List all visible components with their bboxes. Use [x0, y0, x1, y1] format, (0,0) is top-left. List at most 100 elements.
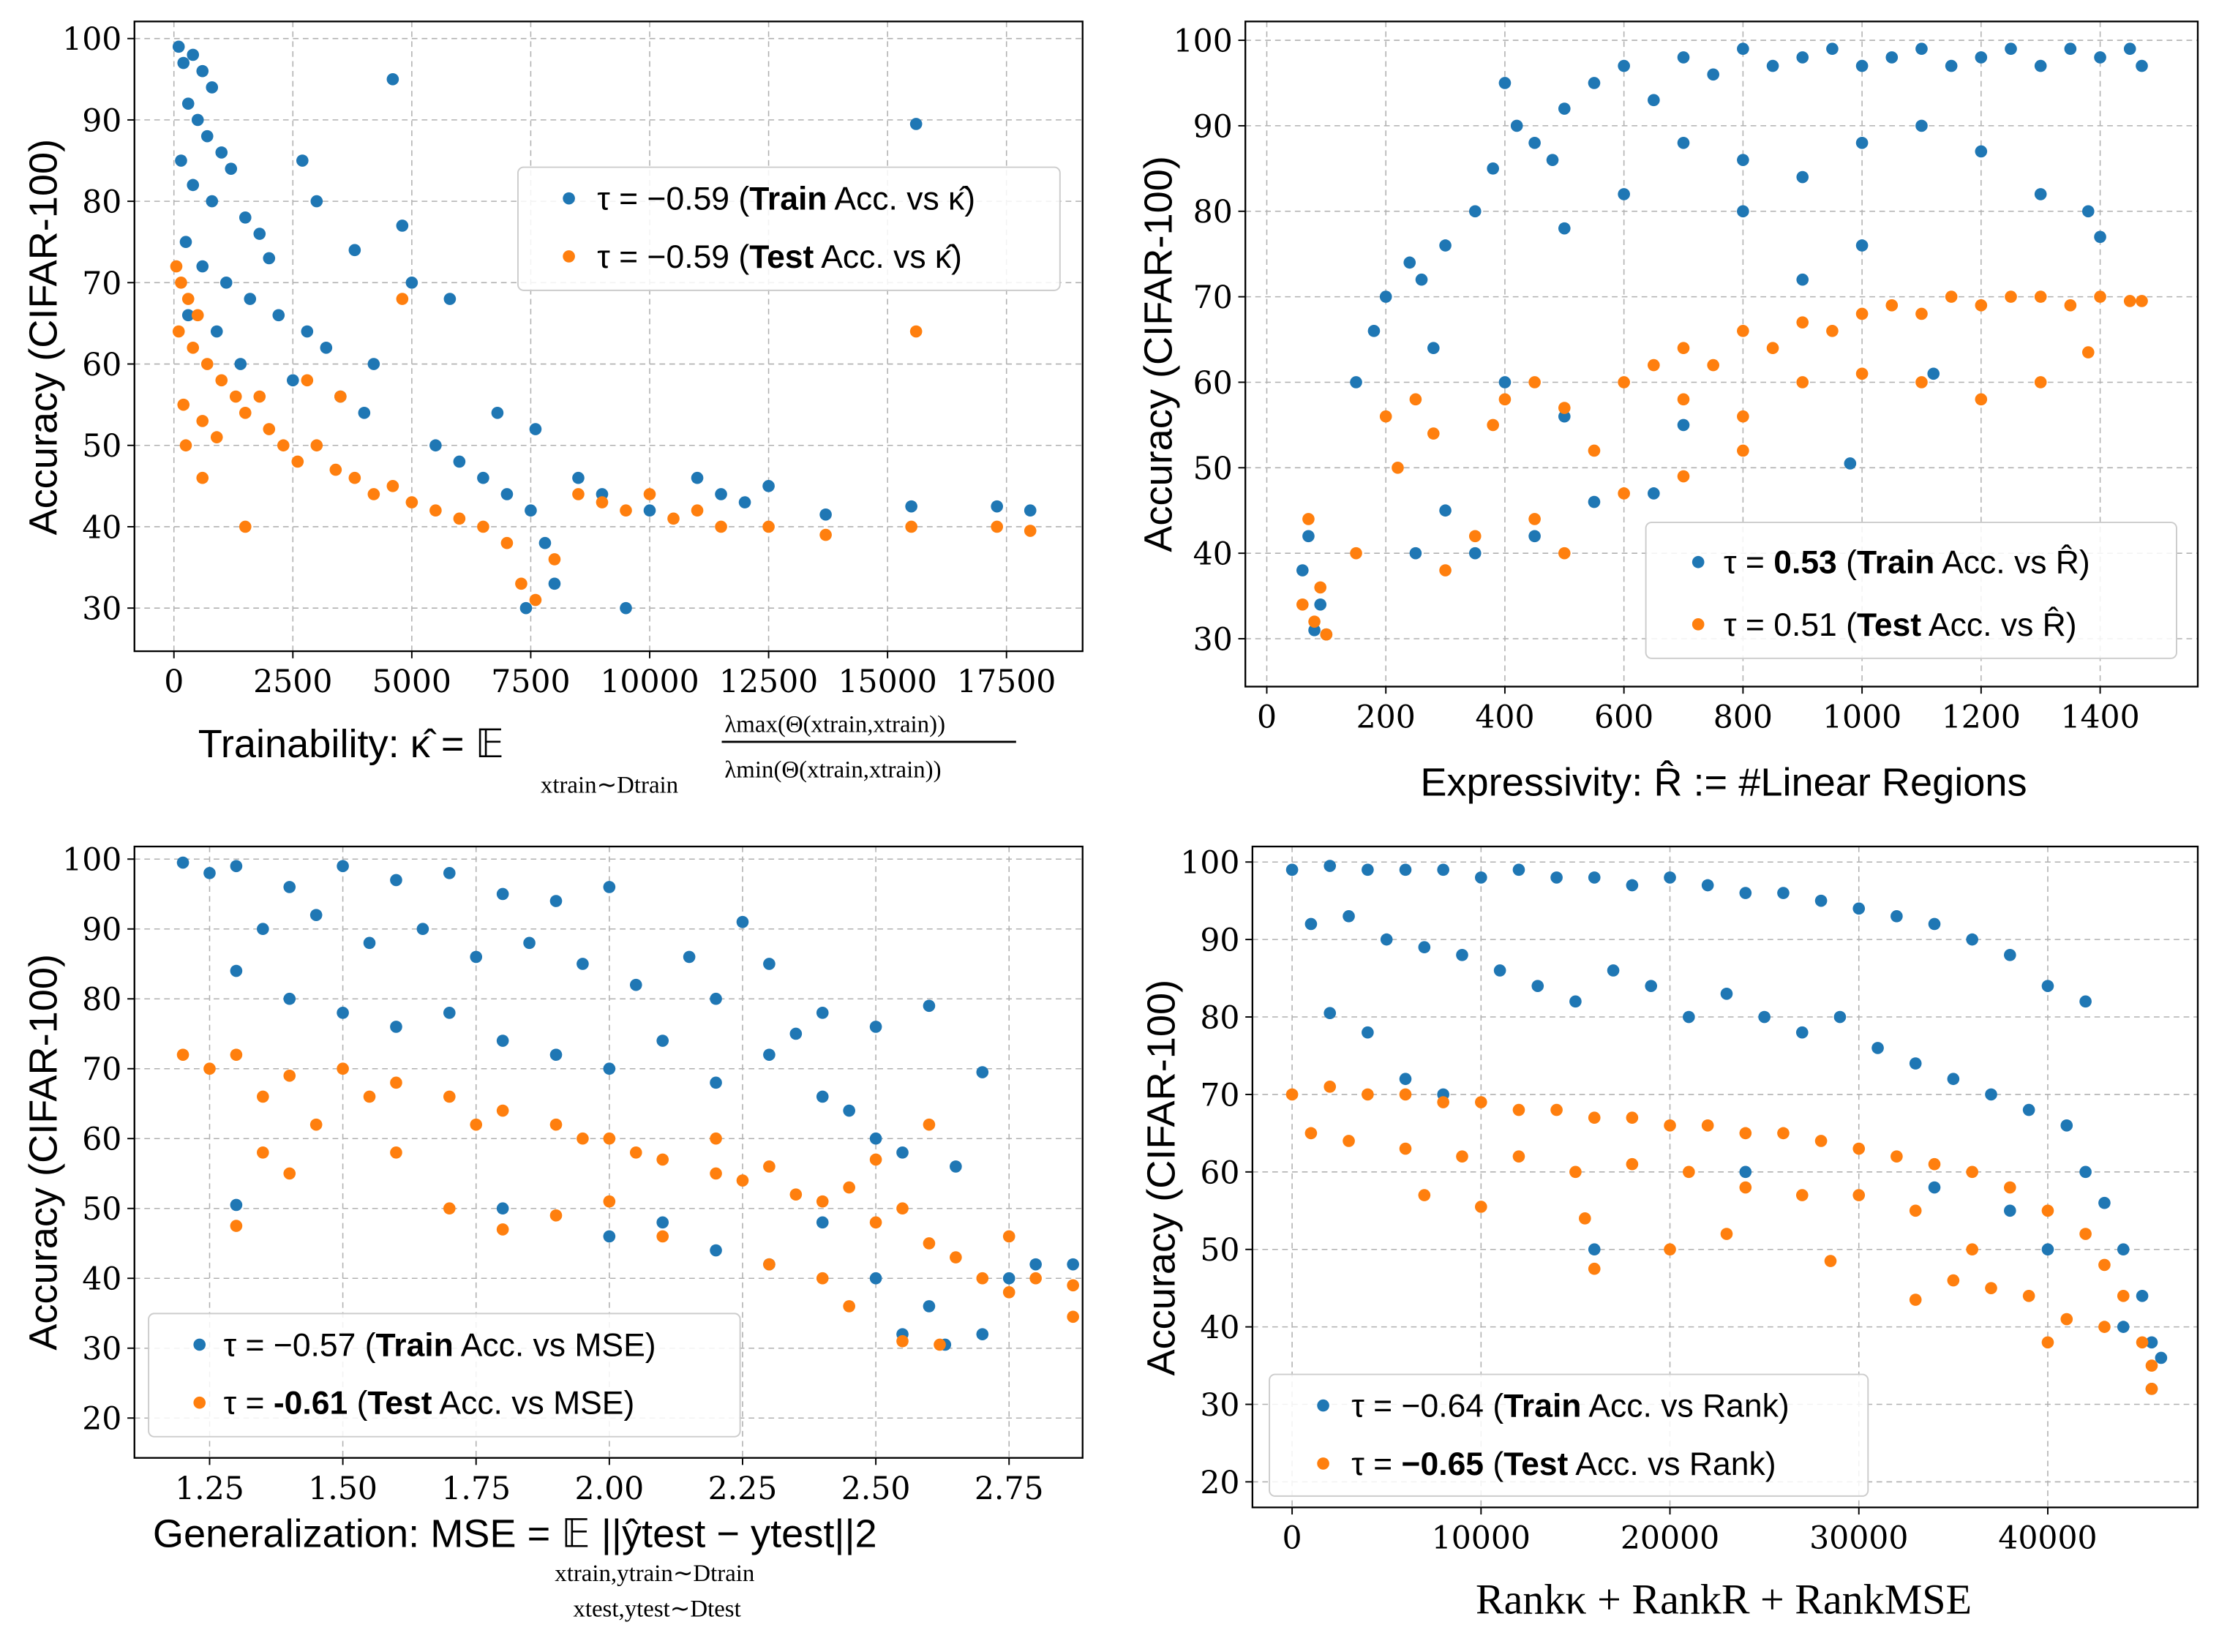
test-point: [710, 1167, 722, 1180]
train-point: [172, 40, 185, 53]
y-axis-label-4: Accuracy (CIFAR-100): [1139, 980, 1183, 1376]
legend-label-train: τ = −0.59 (Train Acc. vs κ̂): [597, 181, 975, 217]
test-point: [1701, 1119, 1714, 1132]
test-point: [1308, 615, 1321, 628]
test-point: [1824, 1255, 1837, 1267]
test-point: [549, 1118, 563, 1131]
test-point: [762, 520, 775, 533]
train-point: [1367, 325, 1381, 337]
plot-trainability: 0 2500 5000 7500 10000 12500 15000 17500 30 40 50 6…: [62, 20, 1084, 700]
test-point: [1528, 513, 1541, 525]
test-point: [656, 1230, 669, 1243]
train-point: [1380, 933, 1393, 946]
test-point: [405, 496, 418, 508]
test-point: [215, 374, 228, 387]
test-point: [548, 553, 561, 566]
test-point: [1468, 530, 1482, 543]
test-point: [2136, 1336, 2149, 1349]
train-point: [2136, 1289, 2149, 1302]
train-point: [320, 341, 333, 354]
train-point: [1379, 290, 1392, 303]
test-point: [253, 390, 266, 403]
train-point: [1833, 1010, 1847, 1024]
legend: τ = 0.53 (Train Acc. vs R̂)τ = 0.51 (Tes…: [1645, 522, 2177, 659]
test-point: [1737, 444, 1749, 457]
train-point: [549, 895, 563, 907]
test-point: [1739, 1127, 1752, 1140]
train-point: [210, 325, 223, 338]
train-point: [2064, 42, 2077, 56]
legend-text-part: 0.53: [1773, 545, 1837, 581]
x-label-subscript: xtrain,ytrain∼Dtrain: [555, 1561, 754, 1587]
train-point: [1915, 119, 1928, 132]
train-point: [991, 500, 1004, 513]
test-point: [843, 1181, 855, 1194]
train-point: [1855, 59, 1869, 72]
train-point: [1024, 504, 1037, 517]
test-point: [175, 277, 187, 289]
train-point: [367, 358, 380, 370]
train-point: [1739, 1165, 1752, 1179]
test-point: [1487, 418, 1499, 432]
legend-text-part: τ = −0.64 (: [1351, 1389, 1503, 1424]
test-point: [496, 1223, 509, 1236]
y-tick-label: 80: [82, 185, 121, 221]
test-point: [596, 496, 609, 508]
train-point: [1796, 273, 1809, 286]
test-point: [1002, 1230, 1015, 1243]
test-point: [909, 325, 923, 338]
test-point: [1498, 393, 1512, 406]
test-point: [620, 504, 632, 517]
legend-marker-train: [1692, 555, 1705, 568]
train-point: [603, 1230, 616, 1243]
train-point: [1677, 418, 1690, 432]
legend-text-part: τ = −0.57 (: [224, 1327, 376, 1363]
train-point: [869, 1132, 882, 1145]
test-point: [1966, 1243, 1978, 1256]
y-tick-label: 80: [1193, 195, 1233, 230]
train-point: [1493, 964, 1506, 977]
test-point: [1947, 1274, 1960, 1287]
test-point: [1814, 1135, 1828, 1147]
train-point: [272, 309, 285, 322]
test-point: [1796, 316, 1809, 328]
train-point: [443, 1007, 456, 1019]
train-point: [1707, 68, 1720, 81]
train-point: [519, 601, 533, 615]
test-point: [283, 1167, 296, 1180]
x-axis-label-3: Generalization: MSE = 𝔼 ||ŷtest − ytest|…: [153, 1512, 877, 1623]
test-point: [736, 1174, 749, 1187]
train-point: [1795, 1026, 1809, 1039]
train-point: [1826, 42, 1839, 56]
train-point: [763, 1048, 776, 1061]
legend-text-part: (: [348, 1386, 367, 1422]
test-point: [1296, 598, 1309, 611]
y-tick-label: 40: [82, 1262, 121, 1298]
x-tick-label: 15000: [838, 664, 936, 700]
test-point: [310, 439, 323, 452]
plot-expressivity: 0 200 400 600 800 1000 1200 1400 30 40 50 60 70 80 90 1…: [1174, 20, 2199, 736]
train-point: [656, 1035, 669, 1047]
x-axis-label-2: Expressivity: R̂ := #Linear Regions: [1420, 759, 2027, 804]
train-point: [1855, 239, 1869, 252]
axes-frame: [133, 845, 1084, 1459]
x-label-subscript-2: xtest,ytest∼Dtest: [573, 1596, 740, 1622]
test-point: [923, 1237, 936, 1250]
train-point: [491, 406, 504, 419]
x-label-main: Generalization: MSE = 𝔼 ||ŷtest − ytest|…: [153, 1512, 877, 1556]
legend-label-test: τ = −0.59 (Test Acc. vs κ̂): [597, 239, 962, 275]
test-point: [1323, 1081, 1337, 1093]
train-point: [1468, 547, 1482, 560]
legend-text-part: Acc. vs MSE): [432, 1386, 635, 1422]
train-point: [1664, 871, 1676, 884]
train-point: [2136, 59, 2148, 72]
train-point: [1409, 547, 1422, 560]
test-point: [2098, 1258, 2111, 1272]
legend-marker-test: [1692, 618, 1705, 631]
test-point: [1399, 1142, 1412, 1155]
train-point: [1285, 863, 1299, 876]
x-tick-label: 200: [1356, 700, 1416, 736]
x-tick-label: 1.25: [175, 1471, 244, 1507]
train-point: [976, 1328, 989, 1340]
legend-label-train: τ = 0.53 (Train Acc. vs R̂): [1724, 544, 2090, 580]
